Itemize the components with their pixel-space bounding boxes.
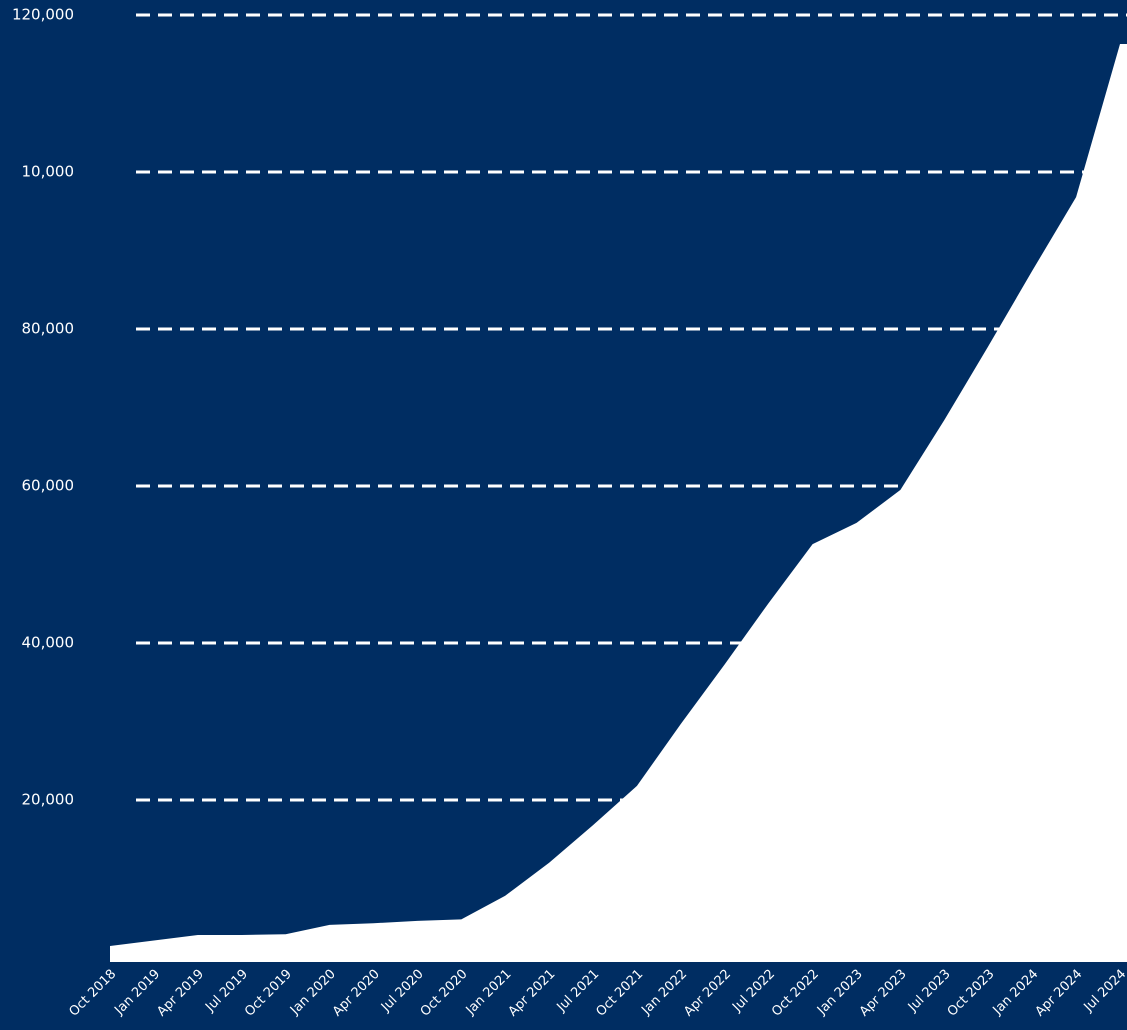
y-tick-label: 20,000 [22,791,75,809]
y-tick-label: 80,000 [22,320,75,338]
y-tick-label: 120,000 [12,6,74,24]
y-tick-label: 40,000 [22,634,75,652]
y-tick-label: 60,000 [22,477,75,495]
area [110,44,1127,963]
y-tick-label: 10,000 [22,163,75,181]
